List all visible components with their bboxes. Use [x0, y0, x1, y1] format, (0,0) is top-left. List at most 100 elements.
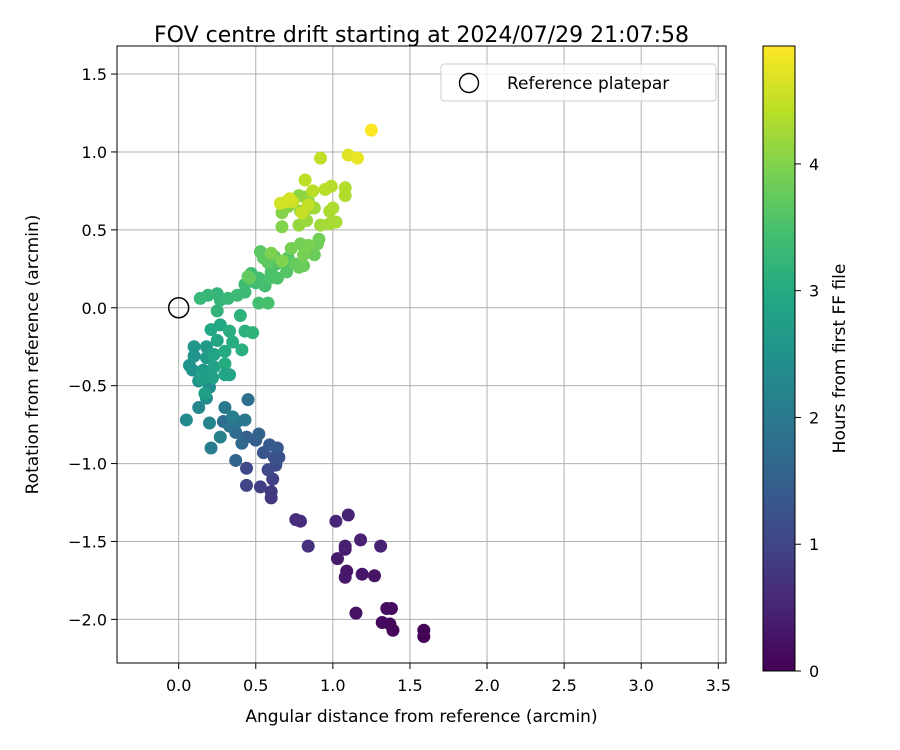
data-point: [275, 254, 289, 268]
y-tick-label: −0.5: [68, 377, 107, 396]
data-point: [198, 386, 212, 400]
data-point: [284, 242, 298, 256]
reference-platepar-marker: [167, 297, 190, 319]
data-point: [187, 340, 201, 354]
colorbar-tick-label: 4: [809, 155, 819, 174]
data-point: [367, 569, 381, 583]
data-point: [241, 393, 255, 407]
y-tick-label: 0.0: [82, 299, 107, 318]
data-point: [226, 410, 240, 424]
data-point: [218, 400, 232, 414]
data-points: [179, 123, 431, 644]
grid: [117, 46, 726, 663]
data-point: [210, 333, 224, 347]
colorbar-tick-label: 0: [809, 662, 819, 681]
data-point: [417, 623, 431, 637]
legend: Reference platepar: [440, 63, 717, 102]
reference-marker-layer: [167, 297, 190, 319]
data-point: [330, 552, 344, 566]
data-point: [218, 344, 232, 358]
y-axis-ticks: −2.0 −1.5 −1.0 −0.5 0.0 0.5 1.0 1.5: [68, 65, 117, 629]
x-tick-label: 3.5: [706, 676, 731, 695]
colorbar-gradient: [762, 45, 796, 672]
x-tick-label: 0.5: [243, 676, 268, 695]
colorbar-tick-label: 3: [809, 282, 819, 301]
data-point: [351, 151, 365, 165]
x-tick-label: 1.0: [320, 676, 345, 695]
data-point: [338, 539, 352, 553]
data-point: [374, 539, 388, 553]
data-point: [338, 181, 352, 195]
y-tick-label: −2.0: [68, 610, 107, 629]
data-point: [206, 371, 220, 385]
data-point: [233, 309, 247, 323]
data-point: [213, 318, 227, 332]
x-tick-label: 2.5: [551, 676, 576, 695]
data-point: [297, 259, 311, 273]
data-point: [263, 438, 277, 452]
data-point: [301, 539, 315, 553]
y-tick-label: −1.0: [68, 455, 107, 474]
y-tick-label: 1.0: [82, 143, 107, 162]
data-point: [264, 485, 278, 499]
data-point: [329, 215, 343, 229]
data-point: [210, 304, 224, 318]
y-tick-label: 1.5: [82, 65, 107, 84]
data-point: [235, 436, 249, 450]
plot-frame: [116, 45, 727, 664]
data-point: [218, 357, 232, 371]
x-tick-label: 2.0: [474, 676, 499, 695]
data-point: [298, 173, 312, 187]
data-point: [223, 368, 237, 382]
legend-box: [440, 63, 717, 102]
data-point: [204, 441, 218, 455]
data-point: [295, 206, 309, 220]
colorbar: 0 1 2 3 4 Hours from first FF file: [762, 45, 850, 681]
data-point: [289, 513, 303, 527]
data-point: [187, 349, 201, 363]
data-point: [229, 453, 243, 467]
data-point: [253, 480, 267, 494]
data-point: [283, 192, 297, 206]
legend-label: Reference platepar: [507, 74, 669, 94]
data-point: [223, 324, 237, 338]
x-axis-label: Angular distance from reference (arcmin): [245, 707, 597, 727]
data-point: [241, 270, 255, 284]
colorbar-ticks: 0 1 2 3 4: [795, 155, 819, 681]
data-point: [280, 265, 294, 279]
x-tick-label: 3.0: [628, 676, 653, 695]
data-point: [349, 606, 363, 620]
data-point: [264, 246, 278, 260]
data-point: [329, 514, 343, 528]
data-point: [203, 416, 217, 430]
data-point: [252, 427, 266, 441]
data-point: [307, 248, 321, 262]
x-tick-label: 1.5: [397, 676, 422, 695]
data-point: [338, 570, 352, 584]
x-axis-ticks: 0.0 0.5 1.0 1.5 2.0 2.5 3.0 3.5: [166, 663, 731, 695]
data-point: [261, 296, 275, 310]
colorbar-label: Hours from first FF file: [830, 264, 850, 454]
data-point: [380, 601, 394, 615]
data-point: [312, 232, 326, 246]
x-tick-label: 0.0: [166, 676, 191, 695]
data-point: [252, 296, 266, 310]
colorbar-tick-label: 1: [809, 535, 819, 554]
data-point: [375, 615, 389, 629]
data-point: [235, 343, 249, 357]
data-point: [193, 291, 207, 305]
data-point: [314, 151, 328, 165]
y-axis-label: Rotation from reference (arcmin): [23, 215, 43, 495]
data-point: [326, 201, 340, 215]
data-point: [270, 271, 284, 285]
data-point: [207, 360, 221, 374]
data-point: [341, 508, 355, 522]
data-point: [275, 220, 289, 234]
data-point: [364, 123, 378, 137]
data-point: [238, 413, 252, 427]
data-point: [318, 182, 332, 196]
data-point: [240, 478, 254, 492]
y-tick-label: −1.5: [68, 532, 107, 551]
data-point: [354, 533, 368, 547]
